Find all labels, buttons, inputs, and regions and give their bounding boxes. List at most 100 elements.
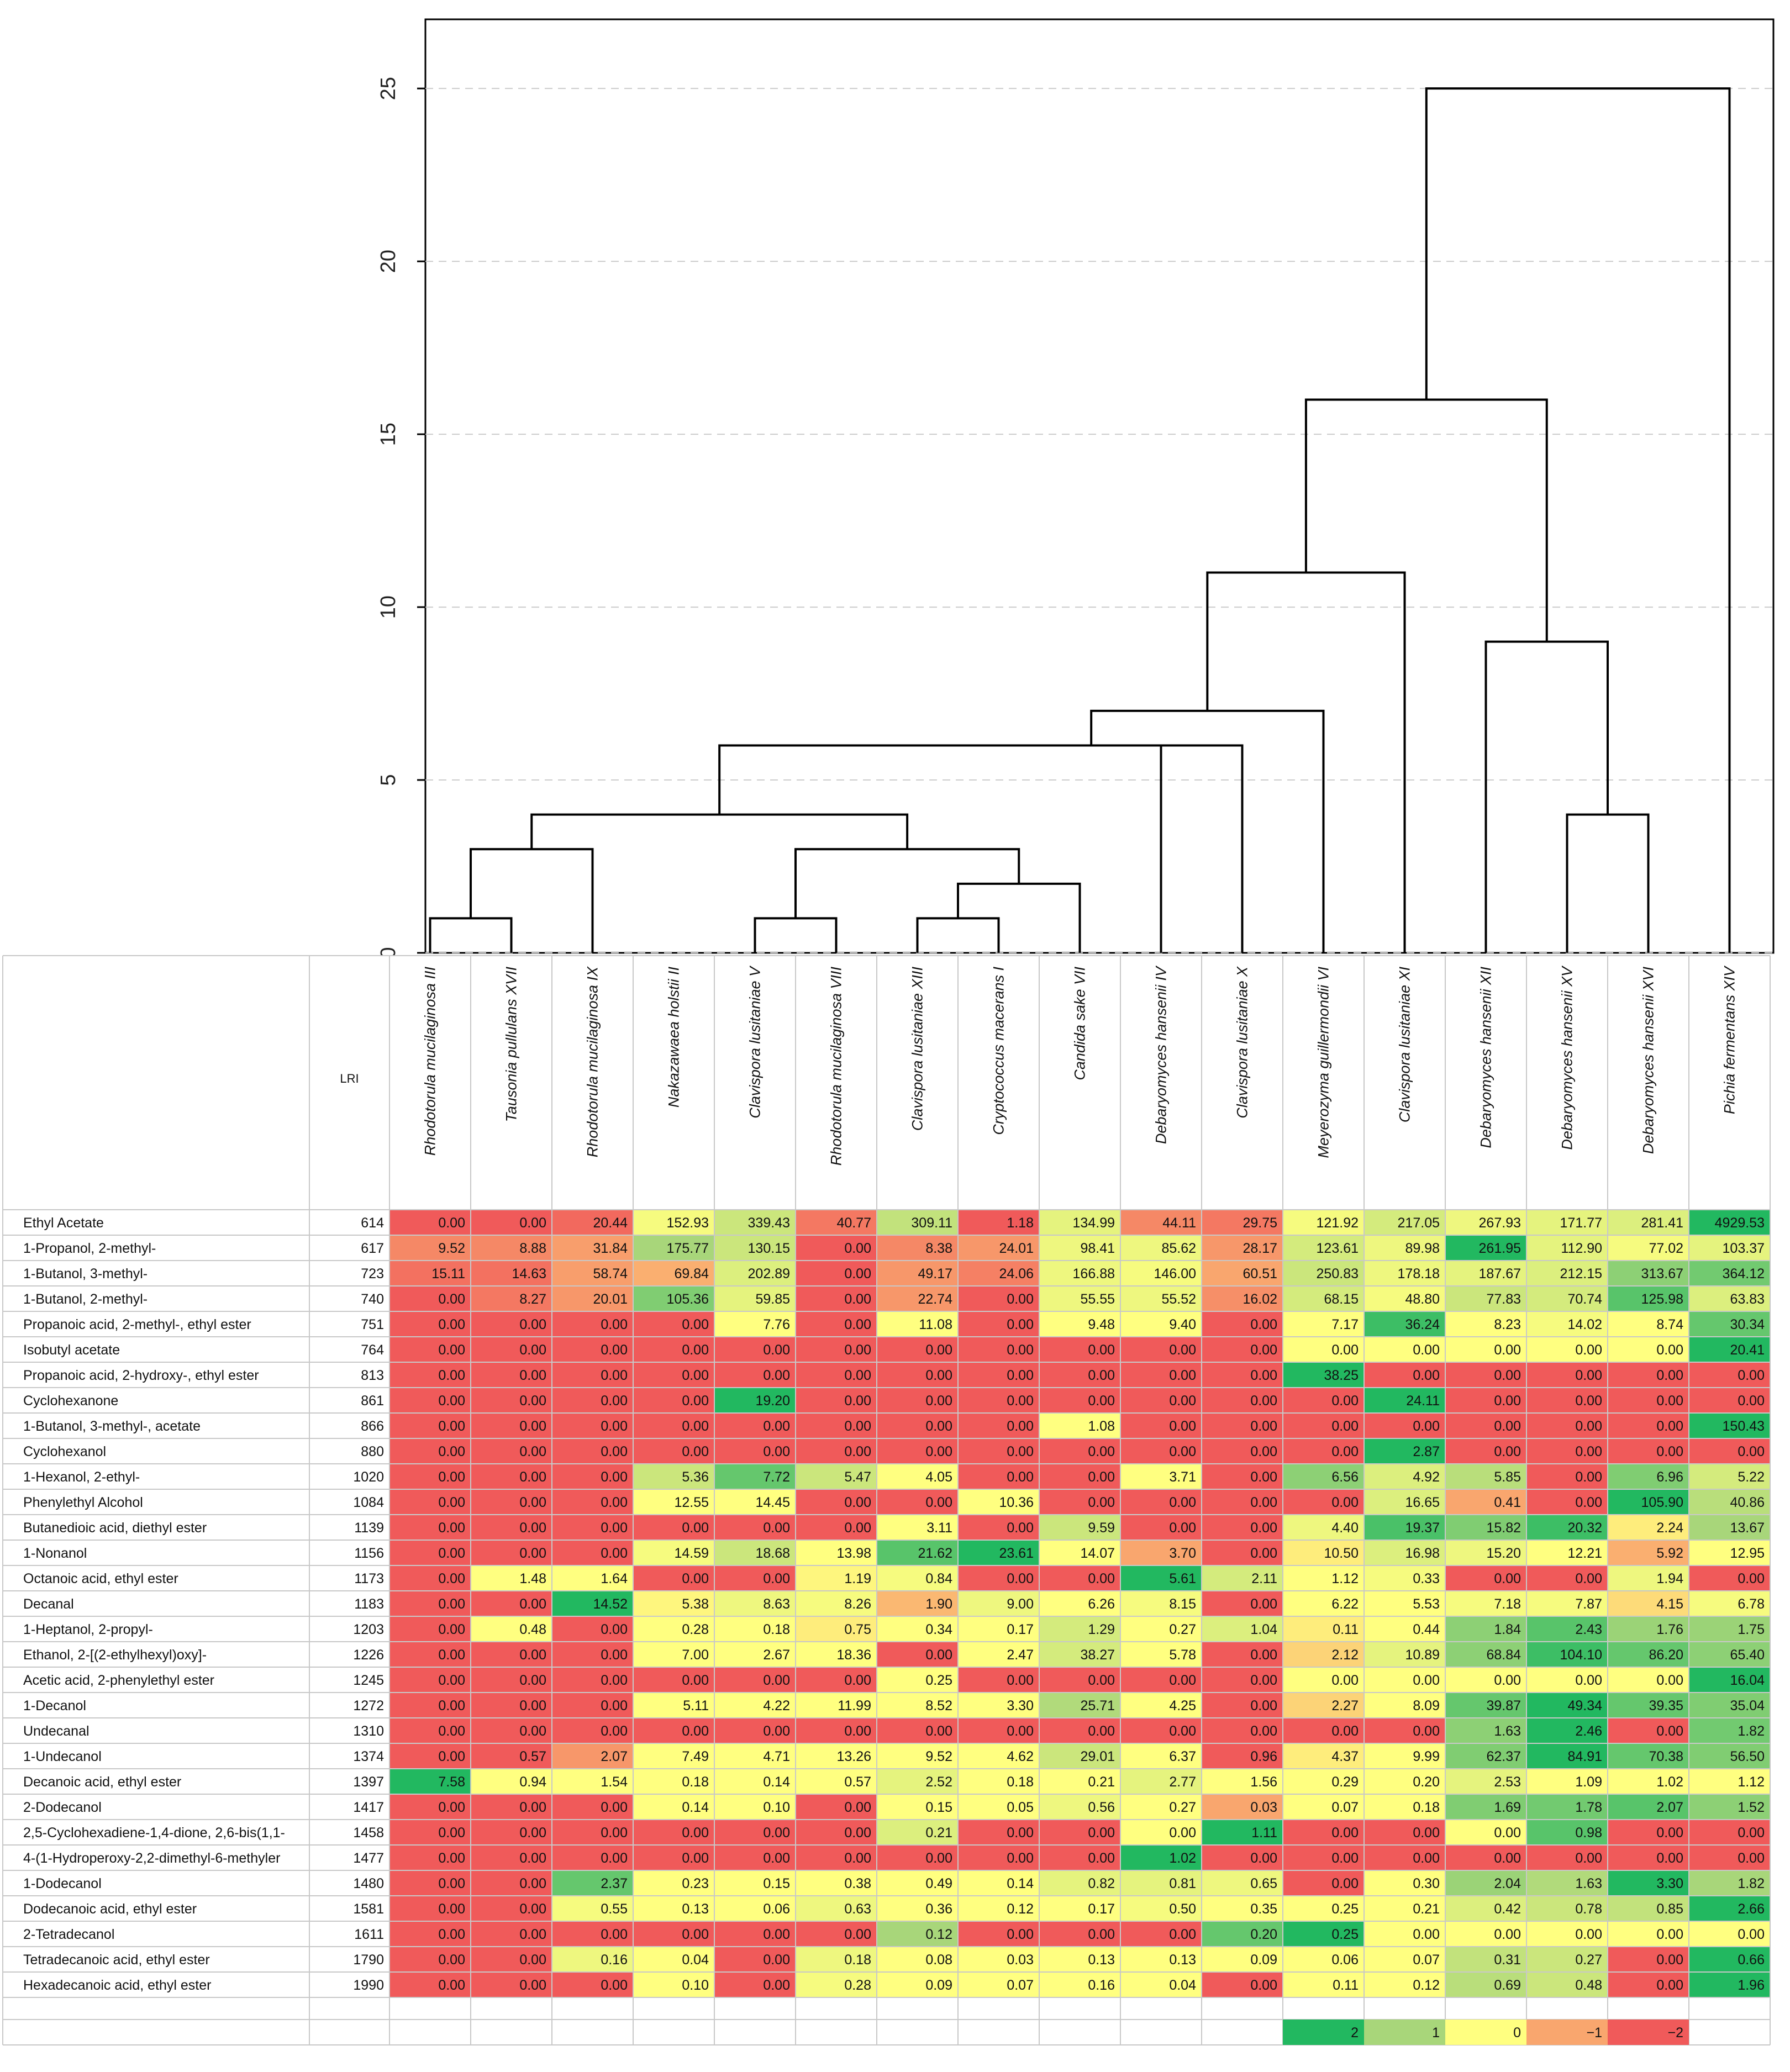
- heat-cell: [552, 1286, 633, 1311]
- cell-value: 0.00: [1656, 1368, 1683, 1383]
- cell-value: 0.00: [1250, 1723, 1277, 1739]
- heat-cell: [389, 1921, 471, 1947]
- heat-cell: [796, 1921, 877, 1947]
- cell-value: 0.15: [763, 1876, 790, 1891]
- heat-cell: [1445, 1972, 1526, 1997]
- heat-cell: [1526, 1820, 1608, 1845]
- heat-cell: [1608, 1286, 1689, 1311]
- heat-cell: [1364, 1921, 1445, 1947]
- lri-value: 1790: [353, 1952, 384, 1968]
- heat-cell: [1283, 1896, 1364, 1921]
- heat-cell: [1689, 1667, 1770, 1693]
- cell-value: 0.11: [1333, 1978, 1359, 1993]
- cell-value: 0.44: [1413, 1622, 1440, 1637]
- heat-cell: [958, 1464, 1039, 1489]
- heat-cell: [1445, 1769, 1526, 1794]
- cell-value: 4.62: [1007, 1749, 1034, 1764]
- y-tick-label: 10: [377, 595, 400, 619]
- cell-value: 0.12: [1007, 1901, 1034, 1917]
- cell-value: 0.00: [1169, 1927, 1196, 1942]
- heat-cell: [389, 1388, 471, 1413]
- heat-cell: [1364, 1286, 1445, 1311]
- cell-value: 0.00: [1088, 1342, 1115, 1358]
- heat-cell: [1445, 1693, 1526, 1718]
- heat-cell: [1120, 1311, 1202, 1337]
- cell-value: 0.00: [925, 1444, 952, 1459]
- cell-value: 20.01: [593, 1291, 628, 1307]
- heat-cell: [1526, 1438, 1608, 1464]
- cell-value: 24.01: [999, 1241, 1034, 1256]
- heat-cell: [633, 1972, 714, 1997]
- heat-cell: [1202, 1972, 1283, 1997]
- cell-value: 0.00: [763, 1850, 790, 1866]
- row-label: 1-Butanol, 3-methyl-, acetate: [23, 1419, 201, 1434]
- heat-cell: [471, 1591, 552, 1616]
- cell-value: 0.00: [925, 1342, 952, 1358]
- cell-value: 11.99: [838, 1698, 871, 1714]
- heat-cell: [1202, 1667, 1283, 1693]
- heat-cell: [877, 1210, 958, 1235]
- heat-cell: [552, 1337, 633, 1362]
- cell-value: 12.55: [674, 1495, 709, 1510]
- cell-value: 0.00: [925, 1723, 952, 1739]
- heat-cell: [958, 1642, 1039, 1667]
- cell-value: 0.00: [519, 1927, 546, 1942]
- heat-cell: [1364, 1388, 1445, 1413]
- cell-value: 0.00: [601, 1622, 628, 1637]
- heat-cell: [1039, 1337, 1120, 1362]
- lri-value: 866: [361, 1419, 384, 1434]
- heat-cell: [552, 1769, 633, 1794]
- heat-cell: [389, 1515, 471, 1540]
- cell-value: 3.71: [1169, 1469, 1196, 1485]
- heat-cell: [389, 1642, 471, 1667]
- heat-cell: [389, 1616, 471, 1642]
- cell-value: 8.23: [1494, 1317, 1521, 1332]
- cell-value: 0.13: [1088, 1952, 1115, 1968]
- cell-value: 0.00: [1331, 1825, 1359, 1841]
- cell-value: 1.52: [1738, 1800, 1765, 1815]
- cell-value: 0.00: [519, 1368, 546, 1383]
- heat-cell: [1526, 1642, 1608, 1667]
- cell-value: 2.77: [1169, 1774, 1196, 1790]
- heat-cell: [1608, 1921, 1689, 1947]
- cell-value: 0.00: [682, 1444, 709, 1459]
- cell-value: 1.02: [1656, 1774, 1683, 1790]
- cell-value: 0.00: [1575, 1393, 1602, 1409]
- heat-cell: [389, 1261, 471, 1286]
- cell-value: 0.00: [438, 1952, 465, 1968]
- cell-value: 0.00: [1575, 1469, 1602, 1485]
- cell-value: 0.15: [925, 1800, 952, 1815]
- column-label: Rhodotorula mucilaginosa IX: [585, 966, 601, 1157]
- heat-cell: [1120, 1972, 1202, 1997]
- heat-cell: [1120, 1667, 1202, 1693]
- cell-value: 0.00: [1331, 1495, 1359, 1510]
- heat-cell: [877, 1591, 958, 1616]
- cell-value: 112.90: [1561, 1241, 1602, 1256]
- y-tick-label: 20: [377, 250, 400, 273]
- cell-value: 0.10: [682, 1978, 709, 1993]
- cell-value: 0.00: [925, 1495, 952, 1510]
- heat-cell: [1039, 1311, 1120, 1337]
- heat-cell: [1445, 1565, 1526, 1591]
- cell-value: 0.48: [519, 1622, 546, 1637]
- heat-cell: [633, 1210, 714, 1235]
- heat-cell: [1608, 1794, 1689, 1820]
- cell-value: 2.12: [1331, 1647, 1359, 1663]
- cell-value: 0.14: [763, 1774, 790, 1790]
- cell-value: 0.00: [438, 1800, 465, 1815]
- cell-value: 1.09: [1575, 1774, 1602, 1790]
- heat-cell: [471, 1870, 552, 1896]
- dendrogram-link: [1484, 640, 1609, 953]
- column-label: Candida sake VII: [1072, 967, 1088, 1080]
- cell-value: 0.33: [1413, 1571, 1440, 1586]
- heat-cell: [1364, 1413, 1445, 1438]
- cell-value: 0.81: [1169, 1876, 1196, 1891]
- heat-cell: [1120, 1794, 1202, 1820]
- cell-value: 8.27: [519, 1291, 546, 1307]
- cell-value: 0.00: [1088, 1723, 1115, 1739]
- cell-value: 85.62: [1161, 1241, 1196, 1256]
- heat-cell: [958, 1438, 1039, 1464]
- cell-value: 0.00: [438, 1317, 465, 1332]
- cell-value: 1.75: [1738, 1622, 1765, 1637]
- cell-value: 0.25: [925, 1673, 952, 1688]
